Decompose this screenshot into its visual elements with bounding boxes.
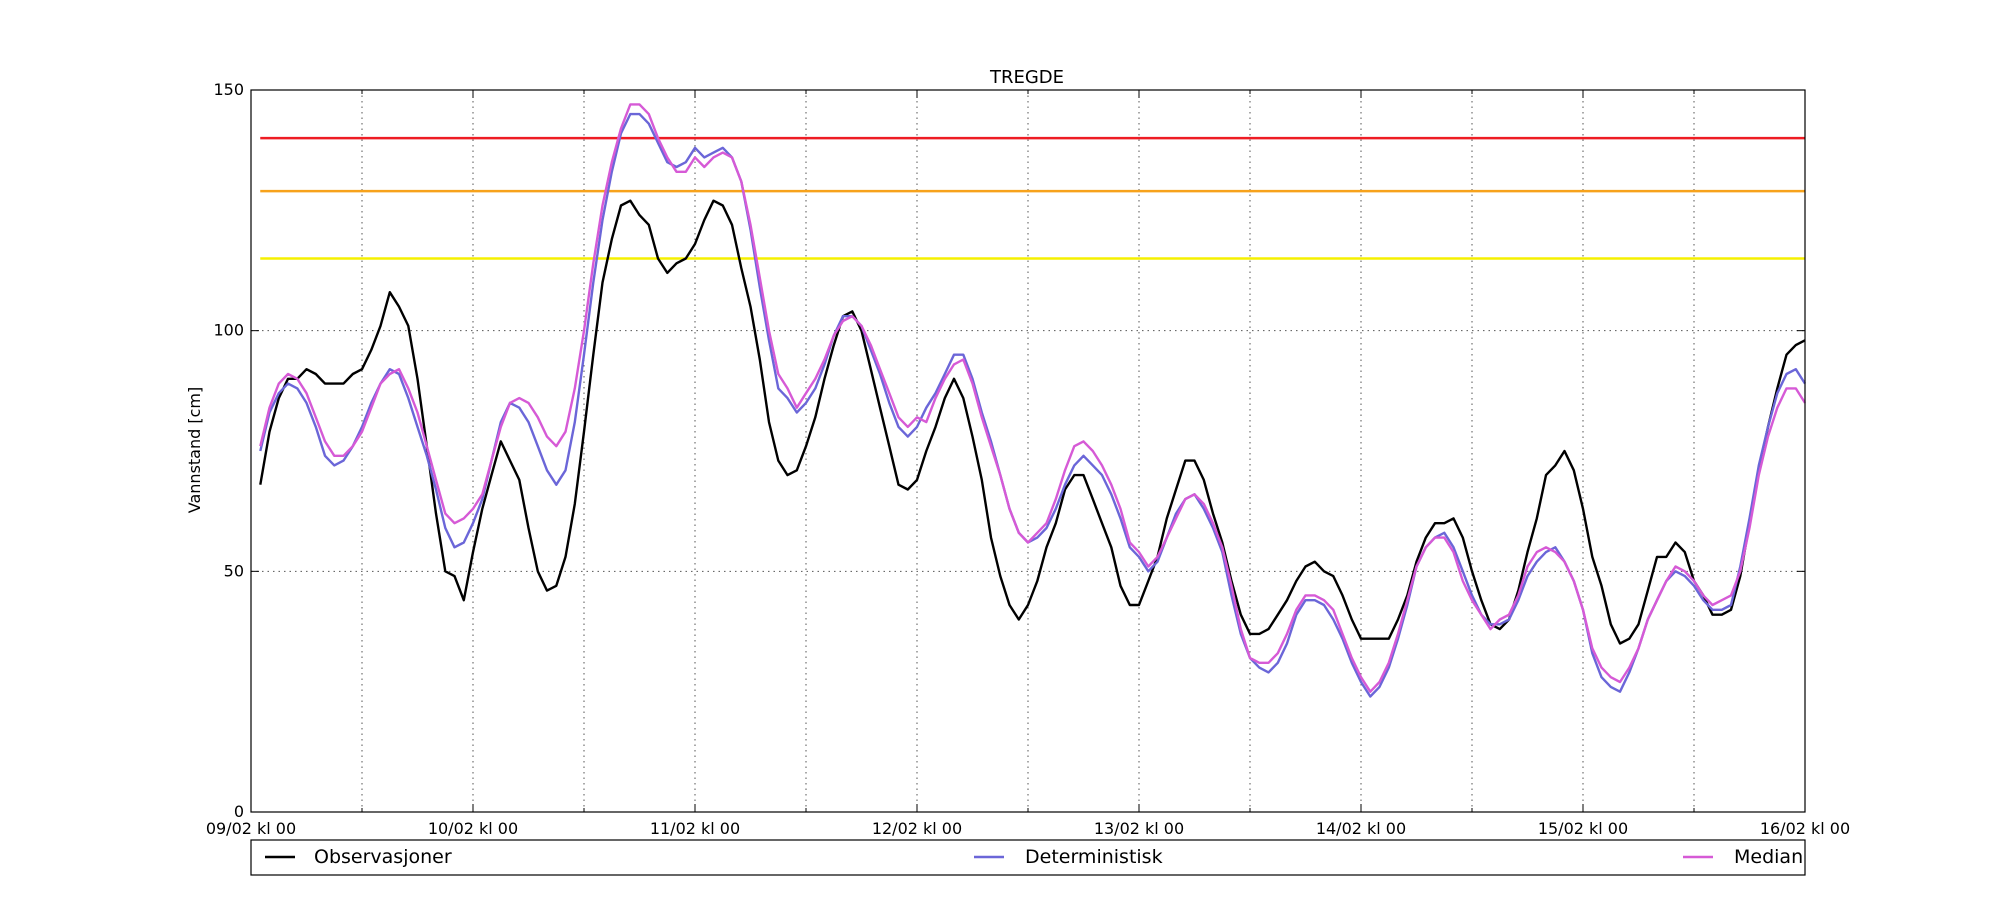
legend-label: Median	[1734, 846, 1803, 868]
threshold-lines	[260, 136, 1805, 260]
legend-label: Observasjoner	[314, 846, 452, 868]
legend-label: Deterministisk	[1025, 846, 1163, 868]
x-tick-label: 16/02 kl 00	[1760, 819, 1850, 838]
legend: Observasjoner Deterministisk Median	[250, 839, 1806, 876]
x-tick-label: 14/02 kl 00	[1316, 819, 1406, 838]
x-tick-label: 09/02 kl 00	[206, 819, 296, 838]
plot-frame	[250, 89, 1806, 813]
y-tick-label: 150	[213, 80, 244, 99]
x-tick-label: 10/02 kl 00	[428, 819, 518, 838]
x-tick-label: 11/02 kl 00	[650, 819, 740, 838]
y-tick-label: 0	[234, 802, 244, 821]
legend-frame	[250, 839, 1806, 876]
series-line-deterministisk	[259, 112, 1807, 698]
x-tick-label: 15/02 kl 00	[1538, 819, 1628, 838]
series-lines	[259, 103, 1807, 698]
grid	[251, 90, 1805, 812]
chart-title: TREGDE	[989, 67, 1064, 88]
x-tick-label: 12/02 kl 00	[872, 819, 962, 838]
y-tick-label: 100	[213, 321, 244, 340]
series-line-median	[259, 103, 1807, 693]
x-tick-label: 13/02 kl 00	[1094, 819, 1184, 838]
y-tick-label: 50	[224, 561, 244, 580]
axis-ticks	[250, 89, 1806, 813]
series-line-observasjoner	[259, 199, 1806, 645]
y-axis-label: Vannstand [cm]	[185, 387, 204, 513]
tick-labels: 0 50 100 150 09/02 kl 00 10/02 kl 00 11/02 kl …	[206, 80, 1850, 838]
